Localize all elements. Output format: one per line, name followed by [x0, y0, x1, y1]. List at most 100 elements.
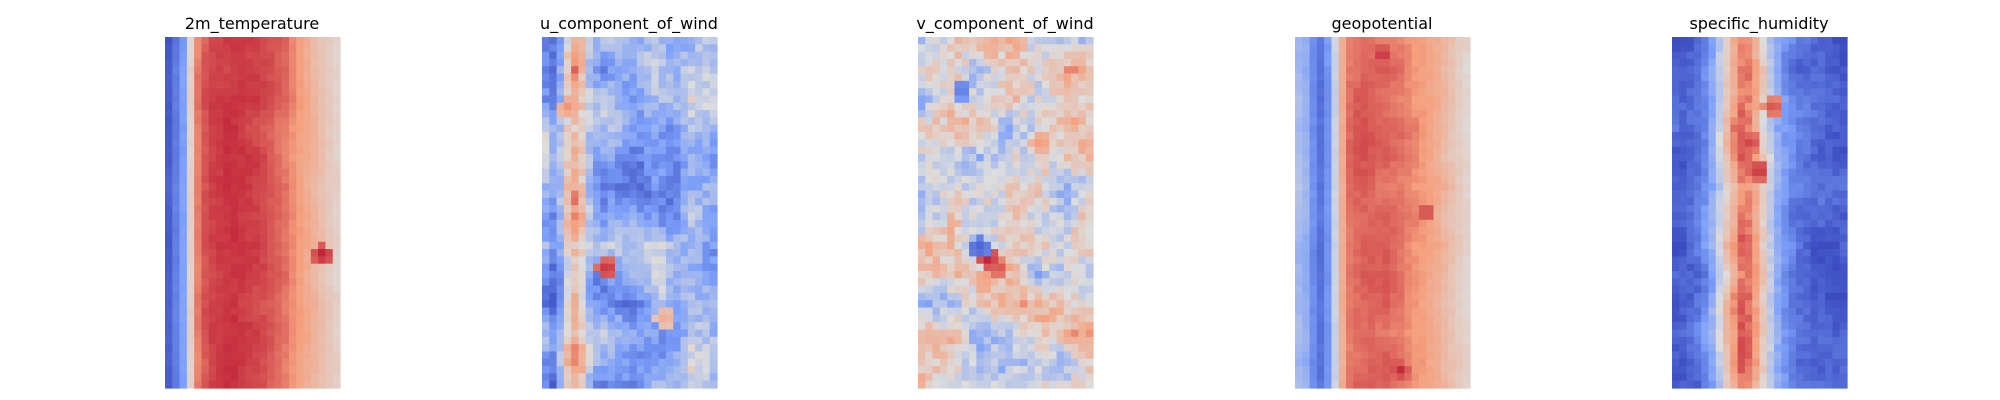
heatmap-cell	[223, 292, 232, 301]
heatmap-cell	[925, 263, 934, 272]
heatmap-cell	[947, 300, 956, 309]
heatmap-cell	[1034, 285, 1043, 294]
heatmap-cell	[1839, 58, 1848, 67]
heatmap-cell	[1316, 307, 1325, 316]
heatmap-cell	[1462, 373, 1471, 382]
heatmap-cell	[990, 336, 999, 345]
heatmap-cell	[1049, 234, 1058, 243]
heatmap-cell	[245, 219, 254, 228]
heatmap-cell	[607, 190, 616, 199]
heatmap-cell	[1440, 322, 1449, 331]
heatmap-cell	[194, 278, 203, 287]
heatmap-cell	[636, 256, 645, 265]
heatmap-cell	[695, 73, 704, 82]
heatmap-cell	[702, 271, 711, 279]
heatmap-cell	[1693, 139, 1702, 148]
heatmap-cell	[230, 80, 239, 89]
heatmap-cell	[932, 358, 941, 367]
heatmap-cell	[1085, 351, 1094, 360]
heatmap-cell	[237, 344, 246, 353]
heatmap-cell	[230, 190, 239, 199]
heatmap-cell	[1020, 58, 1028, 67]
heatmap-cell	[542, 80, 550, 89]
heatmap-cell	[998, 37, 1007, 45]
heatmap-cell	[288, 278, 297, 287]
heatmap-cell	[1041, 110, 1050, 119]
heatmap-cell	[1309, 95, 1318, 104]
heatmap-cell	[709, 37, 718, 45]
heatmap-cell	[1440, 66, 1449, 75]
heatmap-cell	[998, 168, 1007, 177]
heatmap-cell	[1375, 219, 1384, 228]
heatmap-cell	[274, 205, 283, 214]
heatmap-cell	[1338, 88, 1347, 97]
heatmap-cell	[658, 110, 667, 119]
heatmap-cell	[1063, 271, 1072, 279]
heatmap-cell	[223, 80, 232, 89]
heatmap-cell	[296, 351, 305, 360]
heatmap-cell	[1448, 336, 1457, 345]
heatmap-cell	[969, 234, 977, 243]
heatmap-cell	[288, 329, 297, 338]
heatmap-cell	[939, 285, 948, 294]
heatmap-cell	[939, 329, 948, 338]
heatmap-cell	[259, 249, 268, 257]
heatmap-cell	[1041, 124, 1050, 133]
heatmap-cell	[961, 124, 970, 133]
heatmap-cell	[1455, 271, 1464, 279]
heatmap-cell	[593, 249, 601, 257]
heatmap-cell	[925, 88, 934, 97]
heatmap-cell	[687, 110, 696, 119]
heatmap-cell	[1302, 366, 1311, 374]
heatmap-cell	[186, 102, 195, 111]
heatmap-cell	[1679, 88, 1688, 97]
heatmap-cell	[1433, 285, 1442, 294]
heatmap-cell	[939, 292, 948, 301]
heatmap-cell	[614, 168, 623, 177]
heatmap-cell	[658, 146, 667, 155]
heatmap-cell	[165, 146, 173, 155]
heatmap-cell	[288, 197, 297, 206]
heatmap-cell	[1462, 154, 1471, 162]
heatmap-cell	[1078, 322, 1087, 331]
heatmap-cell	[542, 336, 550, 345]
heatmap-cell	[954, 117, 963, 126]
heatmap-cell	[976, 292, 985, 301]
heatmap-cell	[318, 44, 327, 53]
heatmap-cell	[1295, 358, 1303, 367]
heatmap-cell	[983, 336, 992, 345]
heatmap-cell	[673, 117, 682, 126]
heatmap-cell	[1295, 278, 1303, 287]
heatmap-cell	[673, 73, 682, 82]
heatmap-cell	[1005, 314, 1014, 323]
heatmap-cell	[1411, 351, 1420, 360]
heatmap-cell	[267, 124, 275, 133]
heatmap-cell	[1462, 336, 1471, 345]
heatmap-cell	[990, 161, 999, 170]
heatmap-cell	[1418, 256, 1427, 265]
heatmap-cell	[925, 219, 934, 228]
heatmap-cell	[969, 373, 977, 382]
heatmap-cell	[1404, 329, 1413, 338]
heatmap-cell	[1346, 168, 1354, 177]
heatmap-cell	[1730, 80, 1739, 89]
heatmap-cell	[281, 175, 290, 184]
heatmap-cell	[969, 73, 977, 82]
heatmap-cell	[1382, 146, 1391, 155]
heatmap-cell	[1085, 190, 1094, 199]
heatmap-cell	[1389, 175, 1398, 184]
heatmap-cell	[179, 80, 188, 89]
heatmap-cell	[998, 380, 1007, 389]
heatmap-cell	[194, 37, 203, 45]
heatmap-cell	[1063, 373, 1072, 382]
heatmap-cell	[1455, 73, 1464, 82]
heatmap-cell	[622, 314, 631, 323]
heatmap-cell	[230, 227, 239, 236]
heatmap-cell	[1382, 168, 1391, 177]
heatmap-cell	[1346, 219, 1354, 228]
heatmap-cell	[296, 73, 305, 82]
heatmap-cell	[1360, 380, 1369, 389]
heatmap-cell	[947, 263, 956, 272]
heatmap-cell	[1360, 51, 1369, 60]
heatmap-cell	[1034, 351, 1043, 360]
